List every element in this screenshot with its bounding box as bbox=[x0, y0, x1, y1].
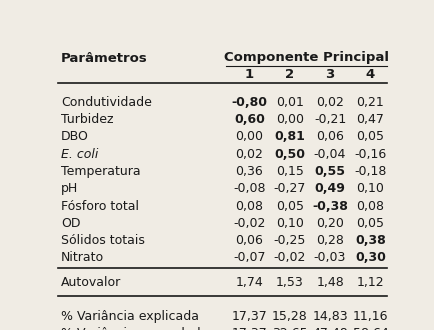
Text: 1,48: 1,48 bbox=[316, 276, 344, 289]
Text: % Variância explicada: % Variância explicada bbox=[61, 310, 199, 322]
Text: 32,65: 32,65 bbox=[272, 327, 308, 330]
Text: -0,02: -0,02 bbox=[273, 251, 306, 264]
Text: 14,83: 14,83 bbox=[312, 310, 348, 322]
Text: Nitrato: Nitrato bbox=[61, 251, 104, 264]
Text: 0,55: 0,55 bbox=[315, 165, 345, 178]
Text: 58,64: 58,64 bbox=[352, 327, 388, 330]
Text: 0,00: 0,00 bbox=[276, 113, 304, 126]
Text: 0,10: 0,10 bbox=[356, 182, 385, 195]
Text: 0,05: 0,05 bbox=[356, 217, 385, 230]
Text: 1,12: 1,12 bbox=[357, 276, 384, 289]
Text: -0,02: -0,02 bbox=[233, 217, 266, 230]
Text: 0,28: 0,28 bbox=[316, 234, 344, 247]
Text: Fósforo total: Fósforo total bbox=[61, 200, 139, 213]
Text: 17,37: 17,37 bbox=[231, 310, 267, 322]
Text: Turbidez: Turbidez bbox=[61, 113, 113, 126]
Text: DBO: DBO bbox=[61, 130, 89, 144]
Text: -0,18: -0,18 bbox=[354, 165, 387, 178]
Text: 0,36: 0,36 bbox=[236, 165, 263, 178]
Text: 0,20: 0,20 bbox=[316, 217, 344, 230]
Text: 0,60: 0,60 bbox=[234, 113, 265, 126]
Text: -0,08: -0,08 bbox=[233, 182, 266, 195]
Text: 0,15: 0,15 bbox=[276, 165, 304, 178]
Text: 11,16: 11,16 bbox=[353, 310, 388, 322]
Text: 15,28: 15,28 bbox=[272, 310, 308, 322]
Text: 0,05: 0,05 bbox=[276, 200, 304, 213]
Text: -0,04: -0,04 bbox=[314, 148, 346, 161]
Text: Condutividade: Condutividade bbox=[61, 96, 152, 109]
Text: 0,05: 0,05 bbox=[356, 130, 385, 144]
Text: -0,21: -0,21 bbox=[314, 113, 346, 126]
Text: 0,47: 0,47 bbox=[356, 113, 385, 126]
Text: 17,37: 17,37 bbox=[231, 327, 267, 330]
Text: 0,10: 0,10 bbox=[276, 217, 304, 230]
Text: % Variância acumulada: % Variância acumulada bbox=[61, 327, 208, 330]
Text: 0,06: 0,06 bbox=[235, 234, 263, 247]
Text: Sólidos totais: Sólidos totais bbox=[61, 234, 145, 247]
Text: Temperatura: Temperatura bbox=[61, 165, 141, 178]
Text: 4: 4 bbox=[366, 68, 375, 81]
Text: 0,06: 0,06 bbox=[316, 130, 344, 144]
Text: -0,38: -0,38 bbox=[312, 200, 348, 213]
Text: Autovalor: Autovalor bbox=[61, 276, 121, 289]
Text: 0,02: 0,02 bbox=[316, 96, 344, 109]
Text: -0,03: -0,03 bbox=[314, 251, 346, 264]
Text: 1: 1 bbox=[245, 68, 254, 81]
Text: -0,25: -0,25 bbox=[273, 234, 306, 247]
Text: 0,81: 0,81 bbox=[274, 130, 305, 144]
Text: 0,21: 0,21 bbox=[357, 96, 384, 109]
Text: Parâmetros: Parâmetros bbox=[61, 52, 148, 65]
Text: 0,49: 0,49 bbox=[315, 182, 345, 195]
Text: -0,27: -0,27 bbox=[273, 182, 306, 195]
Text: E. coli: E. coli bbox=[61, 148, 99, 161]
Text: 1,53: 1,53 bbox=[276, 276, 303, 289]
Text: 47,48: 47,48 bbox=[312, 327, 348, 330]
Text: -0,80: -0,80 bbox=[231, 96, 267, 109]
Text: 0,08: 0,08 bbox=[235, 200, 263, 213]
Text: 0,38: 0,38 bbox=[355, 234, 386, 247]
Text: Componente Principal: Componente Principal bbox=[224, 51, 389, 64]
Text: 0,08: 0,08 bbox=[356, 200, 385, 213]
Text: 0,02: 0,02 bbox=[235, 148, 263, 161]
Text: 0,00: 0,00 bbox=[235, 130, 263, 144]
Text: pH: pH bbox=[61, 182, 78, 195]
Text: 3: 3 bbox=[326, 68, 335, 81]
Text: -0,07: -0,07 bbox=[233, 251, 266, 264]
Text: 0,01: 0,01 bbox=[276, 96, 304, 109]
Text: 0,30: 0,30 bbox=[355, 251, 386, 264]
Text: 2: 2 bbox=[285, 68, 294, 81]
Text: 0,50: 0,50 bbox=[274, 148, 305, 161]
Text: -0,16: -0,16 bbox=[354, 148, 387, 161]
Text: 1,74: 1,74 bbox=[236, 276, 263, 289]
Text: OD: OD bbox=[61, 217, 80, 230]
